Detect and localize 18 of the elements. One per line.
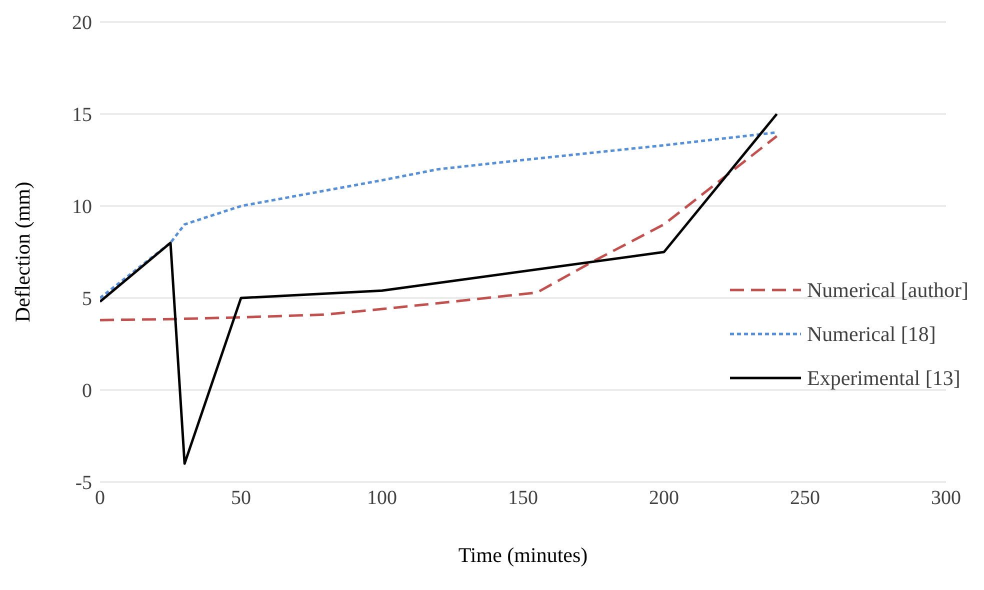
y-tick-label: -5 xyxy=(75,472,92,494)
x-tick-label: 250 xyxy=(790,487,820,510)
y-tick-label: 10 xyxy=(72,196,92,218)
x-tick-label: 300 xyxy=(931,487,961,510)
legend-label: Experimental [13] xyxy=(807,366,960,390)
x-tick-label: 200 xyxy=(649,487,679,510)
x-tick-label: 100 xyxy=(367,487,397,510)
y-tick-label: 20 xyxy=(72,12,92,34)
x-axis-title: Time (minutes) xyxy=(458,543,588,567)
legend-label: Numerical [18] xyxy=(807,322,936,346)
line-series xyxy=(100,112,778,465)
y-tick-label: 5 xyxy=(82,288,92,310)
legend-label: Numerical [author] xyxy=(807,278,969,302)
x-tick-label: 150 xyxy=(508,487,538,510)
y-tick-label: 15 xyxy=(72,104,92,126)
x-tick-label: 50 xyxy=(231,487,251,510)
y-tick-label: 0 xyxy=(82,380,92,402)
y-axis-title: Deflection (mm) xyxy=(10,182,34,322)
